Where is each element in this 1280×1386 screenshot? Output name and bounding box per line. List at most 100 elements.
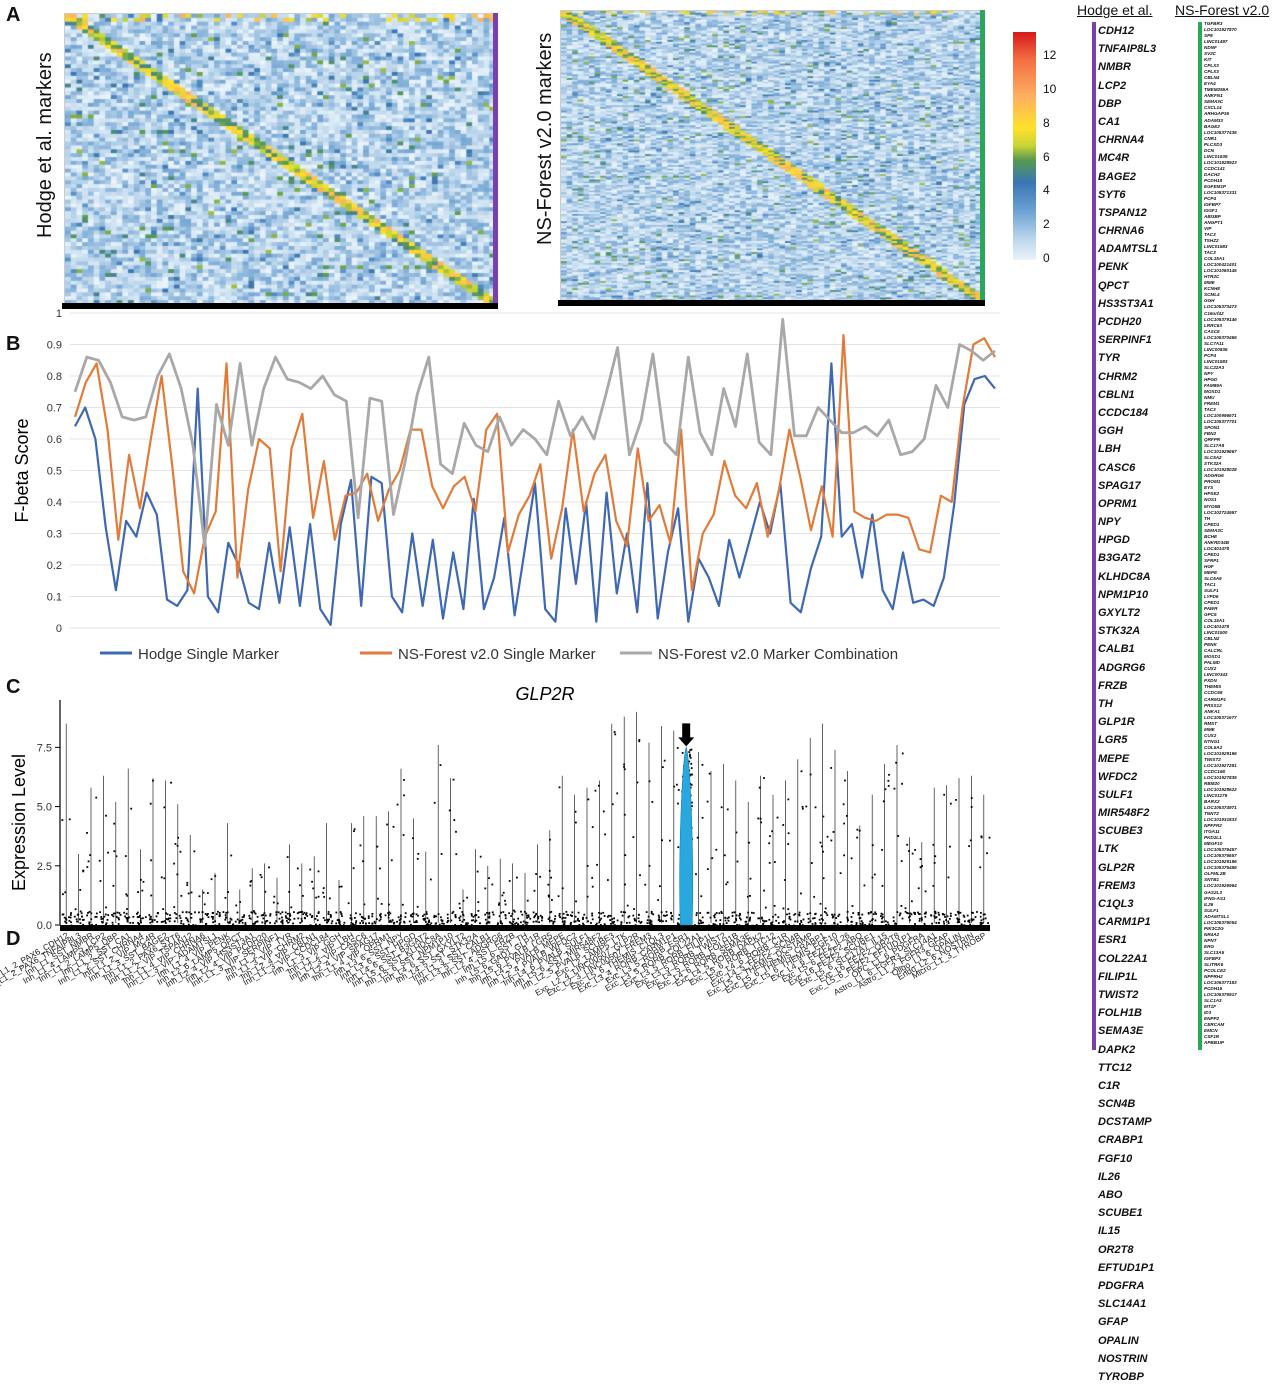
hodge-marker-item: SPAG17 xyxy=(1098,479,1141,492)
data-point xyxy=(885,923,888,926)
ns-list-header: NS-Forest v2.0 xyxy=(1175,2,1270,18)
data-point xyxy=(700,895,703,898)
ns-marker-item: HGF xyxy=(1204,563,1214,569)
violin-group xyxy=(222,823,235,927)
data-point xyxy=(748,841,750,844)
data-point xyxy=(772,915,774,918)
violin-group xyxy=(855,825,867,927)
highlighted-violin xyxy=(679,746,694,926)
data-point xyxy=(277,911,280,914)
data-point xyxy=(933,915,936,917)
data-point xyxy=(210,915,213,918)
data-point xyxy=(525,921,527,924)
data-point xyxy=(90,912,93,915)
data-point xyxy=(663,759,666,762)
data-point xyxy=(793,924,795,927)
data-point xyxy=(775,919,778,922)
data-point xyxy=(438,923,441,926)
data-point xyxy=(941,913,944,916)
data-point xyxy=(504,903,507,906)
data-point xyxy=(350,917,353,920)
data-point xyxy=(128,916,131,919)
data-point xyxy=(794,920,797,923)
violin-group xyxy=(768,794,780,927)
data-point xyxy=(129,921,132,924)
data-point xyxy=(586,895,589,898)
data-point xyxy=(273,922,276,925)
violin-group xyxy=(433,745,445,927)
data-point xyxy=(256,915,259,918)
data-point xyxy=(194,924,197,927)
data-point xyxy=(577,917,579,920)
data-point xyxy=(552,921,555,923)
data-point xyxy=(958,918,961,921)
violin-group xyxy=(706,771,718,927)
data-point xyxy=(311,880,313,883)
data-point xyxy=(459,919,461,922)
data-point xyxy=(846,924,848,927)
data-point xyxy=(945,919,948,921)
hodge-marker-item: PENK xyxy=(1098,261,1129,274)
data-point xyxy=(764,906,767,909)
data-point xyxy=(677,917,680,920)
data-point xyxy=(627,916,630,919)
data-point xyxy=(892,916,895,919)
data-point xyxy=(437,913,440,916)
violin-group xyxy=(335,880,346,927)
hodge-marker-item: SCUBE3 xyxy=(1098,825,1143,838)
data-point xyxy=(637,913,640,916)
data-point xyxy=(170,781,172,784)
data-point xyxy=(162,908,165,911)
data-point xyxy=(786,913,788,916)
data-point xyxy=(486,921,489,924)
data-point xyxy=(982,918,985,921)
data-point xyxy=(699,924,702,927)
data-point xyxy=(448,809,451,812)
data-point xyxy=(462,914,465,917)
ns-marker-item: BAGE2 xyxy=(1204,123,1220,129)
data-point xyxy=(676,783,678,786)
data-point xyxy=(349,917,352,920)
violin-group xyxy=(941,785,952,927)
data-point xyxy=(303,911,306,914)
data-point xyxy=(819,841,822,844)
data-point xyxy=(678,914,681,916)
data-point xyxy=(549,911,552,914)
data-point xyxy=(105,923,107,926)
hodge-markers-heatmap xyxy=(64,13,496,305)
data-point xyxy=(917,911,919,914)
ns-marker-item: CPED1 xyxy=(1204,551,1220,557)
data-point xyxy=(265,920,267,923)
data-point xyxy=(428,919,430,922)
data-point xyxy=(745,924,748,927)
data-point xyxy=(380,924,383,927)
data-point xyxy=(825,912,828,915)
hodge-marker-item: FGF10 xyxy=(1098,1152,1133,1165)
data-point xyxy=(658,916,661,919)
violin-group xyxy=(296,863,309,924)
violin-group xyxy=(86,787,98,926)
data-point xyxy=(613,731,616,733)
data-point xyxy=(574,920,577,923)
data-point xyxy=(751,924,754,927)
data-point xyxy=(165,918,168,920)
data-point xyxy=(784,923,787,926)
data-point xyxy=(105,906,107,909)
data-point xyxy=(514,922,517,925)
data-point xyxy=(970,806,973,808)
data-point xyxy=(533,889,536,892)
data-point xyxy=(595,923,597,926)
data-point xyxy=(278,917,281,920)
hodge-marker-item: SLC14A1 xyxy=(1098,1298,1147,1311)
data-point xyxy=(847,919,849,922)
ns-marker-item: BCHE xyxy=(1204,533,1218,539)
data-point xyxy=(475,919,478,922)
data-point xyxy=(671,915,673,917)
data-point xyxy=(722,923,725,925)
data-point xyxy=(497,922,499,925)
ns-marker-item: IGSF1 xyxy=(1204,207,1218,213)
data-point xyxy=(731,911,734,914)
data-point xyxy=(174,842,177,845)
data-point xyxy=(960,923,963,926)
data-point xyxy=(594,789,597,792)
